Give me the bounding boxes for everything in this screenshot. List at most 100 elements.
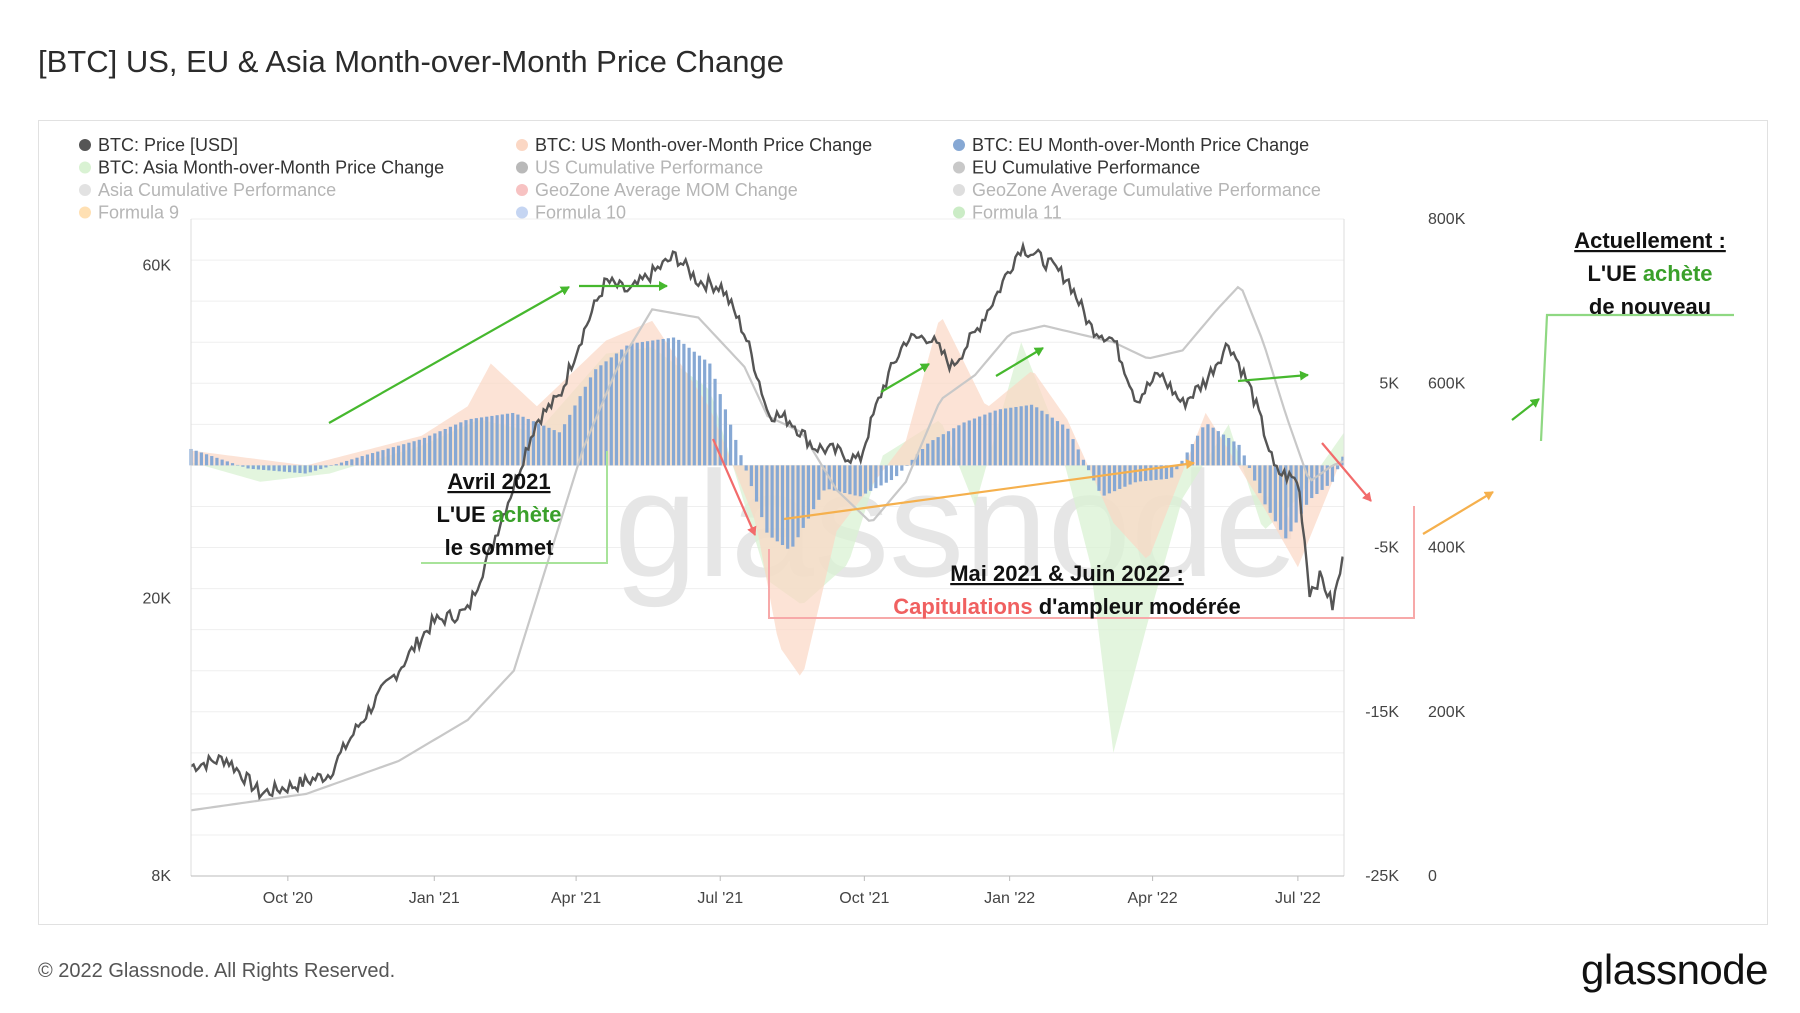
eu-mom-bar	[500, 414, 504, 466]
legend-label[interactable]: Formula 10	[535, 203, 626, 223]
eu-mom-bar	[806, 465, 811, 519]
eu-mom-bar	[1154, 465, 1158, 480]
legend-label[interactable]: Formula 11	[972, 203, 1062, 223]
legend-item[interactable]: BTC: US Month-over-Month Price Change	[516, 135, 872, 155]
eu-mom-bar	[365, 454, 370, 466]
glassnode-logo[interactable]: glassnode	[1581, 946, 1768, 993]
legend-label[interactable]: GeoZone Average MOM Change	[535, 180, 798, 200]
legend-item[interactable]: Formula 9	[79, 203, 179, 223]
eu-mom-bar	[443, 428, 447, 466]
eu-mom-bar	[1320, 465, 1324, 490]
y-left-tick-label: 20K	[143, 590, 172, 607]
eu-mom-bar	[1138, 465, 1143, 482]
eu-mom-bar	[246, 465, 250, 469]
eu-mom-bar	[241, 465, 245, 467]
eu-mom-bar	[770, 465, 774, 538]
eu-mom-bar	[1097, 465, 1101, 491]
arrow-green-up	[328, 286, 570, 424]
eu-mom-bar	[469, 418, 473, 466]
legend-item[interactable]: BTC: Price [USD]	[79, 135, 238, 155]
eu-mom-bar	[988, 412, 992, 466]
eu-mom-bar	[1133, 465, 1137, 483]
legend-label[interactable]: US Cumulative Performance	[535, 158, 763, 178]
eu-mom-bar	[474, 418, 478, 466]
legend-item[interactable]: BTC: EU Month-over-Month Price Change	[953, 135, 1309, 155]
eu-mom-bar	[1268, 465, 1272, 513]
legend-item[interactable]: Asia Cumulative Performance	[79, 180, 336, 200]
arrow-green-right	[1237, 370, 1309, 383]
legend-label[interactable]: BTC: US Month-over-Month Price Change	[535, 135, 872, 155]
eu-mom-bar	[729, 424, 733, 466]
eu-mom-bar	[547, 427, 551, 466]
legend-item[interactable]: GeoZone Average Cumulative Performance	[953, 180, 1321, 200]
eu-mom-bar	[1221, 434, 1226, 466]
eu-mom-bar	[1247, 465, 1252, 469]
legend-label[interactable]: Formula 9	[98, 203, 179, 223]
legend[interactable]: BTC: Price [USD] BTC: US Month-over-Month…	[79, 135, 1321, 223]
eu-mom-bar	[1123, 465, 1127, 487]
copyright-text: © 2022 Glassnode. All Rights Reserved.	[38, 960, 396, 982]
eu-mom-bar	[531, 421, 536, 466]
connector-capitulations	[768, 506, 1415, 619]
arrow-green-up	[995, 347, 1044, 377]
annotation-capitulations: Mai 2021 & Juin 2022 : Capitulations d'am…	[893, 561, 1241, 619]
eu-mom-bar	[1310, 465, 1314, 499]
x-tick-label: Oct '20	[263, 890, 313, 907]
annotation-line: Actuellement :	[1574, 228, 1726, 253]
eu-mom-bar	[277, 465, 281, 472]
eu-mom-bar	[879, 465, 883, 486]
eu-mom-bar	[1180, 460, 1184, 466]
legend-label[interactable]: Asia Cumulative Performance	[98, 180, 336, 200]
eu-mom-bar	[1061, 424, 1065, 466]
eu-mom-bar	[1232, 441, 1236, 466]
eu-mom-bar	[220, 459, 224, 466]
annotation-highlight: achète	[492, 502, 562, 527]
series-layer	[189, 240, 1345, 812]
eu-mom-bar	[583, 386, 587, 466]
eu-mom-bar	[817, 465, 821, 500]
eu-mom-bar	[967, 420, 971, 466]
x-tick-label: Jan '21	[409, 890, 460, 907]
eu-mom-bar	[1045, 414, 1049, 466]
eu-mom-bar	[215, 457, 219, 466]
eu-mom-bar	[454, 424, 458, 466]
eu-mom-bar	[837, 465, 842, 492]
eu-mom-bar	[620, 349, 624, 466]
eu-mom-bar	[946, 431, 951, 466]
eu-mom-bar	[386, 448, 390, 466]
legend-item[interactable]: Formula 11	[953, 203, 1062, 223]
legend-label[interactable]: GeoZone Average Cumulative Performance	[972, 180, 1321, 200]
eu-mom-bar	[438, 431, 442, 466]
legend-label[interactable]: BTC: Asia Month-over-Month Price Change	[98, 158, 444, 178]
eu-mom-bar	[236, 464, 240, 466]
eu-mom-bar	[1278, 465, 1283, 530]
eu-mom-bar	[599, 365, 603, 466]
annotation-line: Mai 2021 & Juin 2022 :	[950, 561, 1184, 586]
eu-mom-bar	[262, 465, 266, 470]
eu-mom-bar	[915, 454, 919, 466]
eu-mom-bar	[521, 416, 525, 466]
legend-label[interactable]: BTC: Price [USD]	[98, 135, 238, 155]
legend-item[interactable]: GeoZone Average MOM Change	[516, 180, 798, 200]
eu-mom-bar	[1092, 465, 1096, 481]
y-right-tick-label: 800K	[1428, 211, 1466, 228]
eu-mom-bar	[651, 340, 655, 466]
legend-marker-icon	[516, 161, 528, 174]
series-btc-price-line	[190, 240, 1344, 801]
eu-mom-bar	[1190, 444, 1194, 466]
legend-item[interactable]: EU Cumulative Performance	[953, 158, 1200, 178]
eu-mom-bar	[1040, 410, 1044, 466]
eu-mom-bar	[936, 437, 940, 466]
legend-label[interactable]: EU Cumulative Performance	[972, 158, 1200, 178]
eu-mom-bar	[324, 465, 328, 468]
y-mid-tick-label: -25K	[1365, 868, 1399, 885]
legend-label[interactable]: BTC: EU Month-over-Month Price Change	[972, 135, 1309, 155]
arrow-green-up	[1511, 398, 1540, 421]
eu-mom-bar	[1284, 465, 1288, 539]
legend-item[interactable]: Formula 10	[516, 203, 626, 223]
annotation-line: le sommet	[445, 535, 554, 560]
legend-item[interactable]: US Cumulative Performance	[516, 158, 763, 178]
eu-mom-bar	[1289, 465, 1293, 532]
legend-item[interactable]: BTC: Asia Month-over-Month Price Change	[79, 158, 444, 178]
x-tick-label: Oct '21	[839, 890, 889, 907]
